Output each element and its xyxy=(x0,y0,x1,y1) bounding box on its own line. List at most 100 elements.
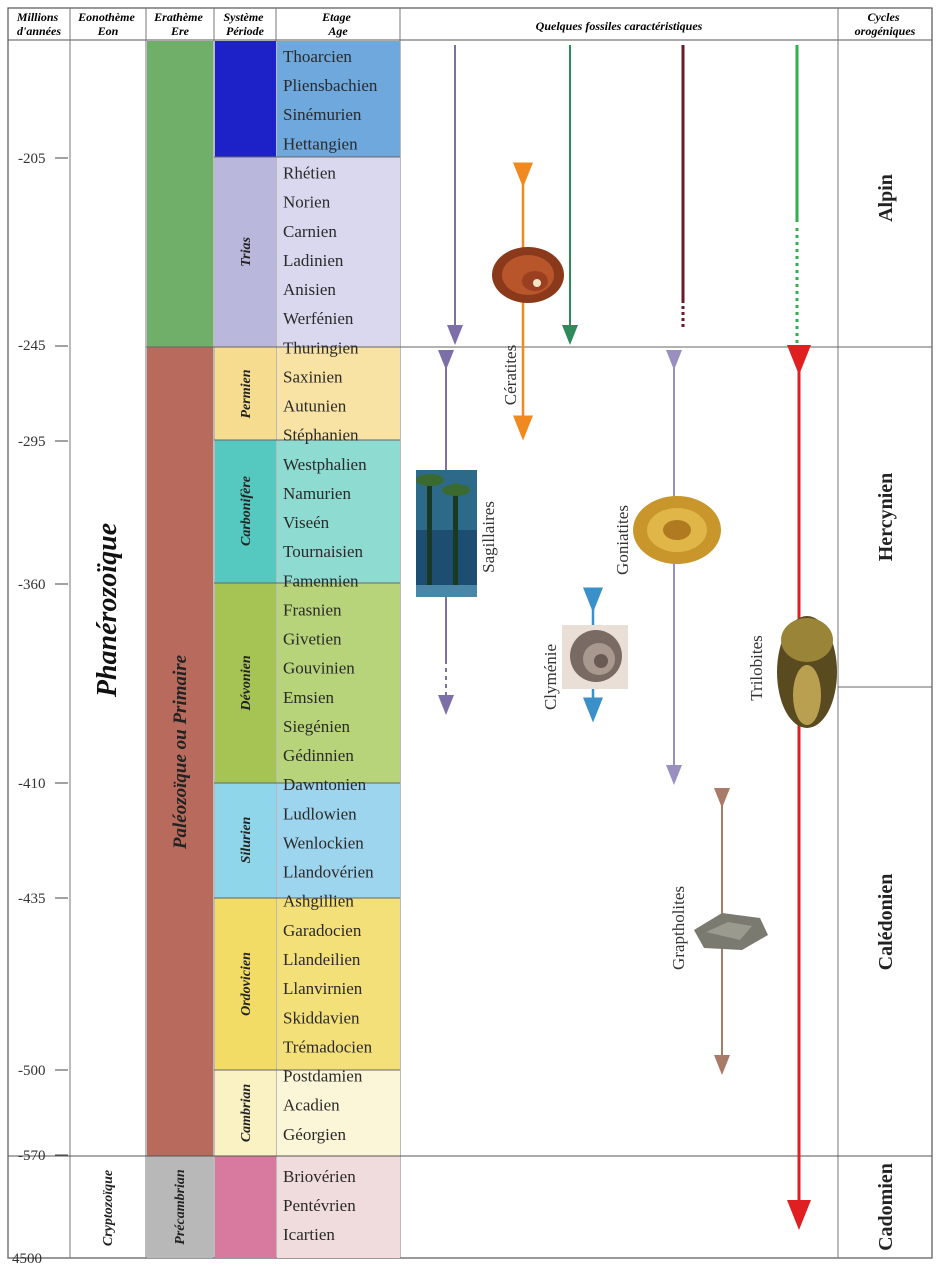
cycle-caledonien-label: Calédonien xyxy=(875,874,897,971)
tick: -245 xyxy=(18,338,46,354)
tick: -360 xyxy=(18,577,46,593)
tick: -435 xyxy=(18,891,46,907)
stage-list: Thoarcien Pliensbachien Sinémurien Hettangi… xyxy=(283,47,378,1244)
period-devonien xyxy=(215,583,276,783)
fossil-graptholites-label: Graptholites xyxy=(669,886,688,970)
stage-name: Siegénien xyxy=(283,717,351,736)
tick: -570 xyxy=(18,1148,46,1164)
fossil-ceratites-label: Cératites xyxy=(501,345,520,405)
stage-name: Anisien xyxy=(283,280,336,299)
era-paleozoic xyxy=(147,347,213,1156)
tick: -295 xyxy=(18,434,46,450)
stage-name: Westphalien xyxy=(283,455,367,474)
stage-name: Llanvirnien xyxy=(283,979,363,998)
stage-name: Saxinien xyxy=(283,367,343,386)
period-trias xyxy=(215,157,276,347)
stage-name: Viseén xyxy=(283,513,330,532)
stage-name: Emsien xyxy=(283,688,334,707)
stage-name: Autunien xyxy=(283,397,347,416)
stage-name: Rhétien xyxy=(283,164,336,183)
header-millions-l1: Millions xyxy=(16,10,59,24)
era-precambrian xyxy=(147,1156,213,1258)
header-eratheme: Erathème Ere xyxy=(153,10,206,38)
trilobites-image xyxy=(777,616,837,728)
header-eonotheme-l2: Eon xyxy=(97,24,119,38)
stage-name: Stéphanien xyxy=(283,426,359,445)
stage-name: Gédinnien xyxy=(283,746,354,765)
eon-cryptozoique-label: Cryptozoïque xyxy=(101,1170,116,1246)
stage-name: Hettangien xyxy=(283,134,358,153)
header-eratheme-l2: Ere xyxy=(170,24,190,38)
header-etage-l1: Etage xyxy=(321,10,351,24)
tick: -410 xyxy=(18,776,46,792)
stage-name: Gouvinien xyxy=(283,659,355,678)
time-axis: -205 -245 -295 -360 -410 -435 -500 -570 … xyxy=(12,151,68,1267)
stage-bg-jurassic xyxy=(277,41,400,157)
period-ordovicien xyxy=(215,898,276,1070)
stage-name: Garadocien xyxy=(283,921,362,940)
header-fossiles: Quelques fossiles caractéristiques xyxy=(536,19,703,33)
header-systeme-l1: Système xyxy=(224,10,265,24)
stage-name: Wenlockien xyxy=(283,834,364,853)
period-devonien-label: Dévonien xyxy=(239,655,254,711)
stage-name: Ludlowien xyxy=(283,804,357,823)
stage-name: Namurien xyxy=(283,484,351,503)
stage-bg-cambrian xyxy=(277,1070,400,1156)
header-cycles-l2: orogéniques xyxy=(855,24,916,38)
stage-name: Famennien xyxy=(283,571,359,590)
header-systeme: Système Période xyxy=(224,10,267,38)
period-silurien xyxy=(215,783,276,898)
stage-name: Pentévrien xyxy=(283,1196,356,1215)
period-permien xyxy=(215,347,276,440)
tick: 4500 xyxy=(12,1251,42,1267)
header-cycles-l1: Cycles xyxy=(868,10,900,24)
header-systeme-l2: Période xyxy=(226,24,265,38)
ceratites-image xyxy=(492,247,564,303)
stage-name: Ladinien xyxy=(283,251,344,270)
fossil-goniatites-label: Goniatites xyxy=(613,505,632,575)
period-silurien-label: Silurien xyxy=(239,816,254,863)
stage-name: Sinémurien xyxy=(283,105,362,124)
cycle-alpin-label: Alpin xyxy=(875,174,897,222)
period-jurassic xyxy=(215,41,276,157)
stage-name: Llandeilien xyxy=(283,950,361,969)
stage-name: Frasnien xyxy=(283,600,342,619)
fossil-trilobites-label: Trilobites xyxy=(747,635,766,701)
period-cambrian-label: Cambrian xyxy=(239,1084,254,1143)
stage-name: Ashgillien xyxy=(283,892,354,911)
header-etage-l2: Age xyxy=(327,24,348,38)
stage-name: Norien xyxy=(283,193,331,212)
tick: -205 xyxy=(18,151,46,167)
period-carbonifere xyxy=(215,440,276,583)
clymenie-image xyxy=(562,625,628,689)
header-millions-l2: d'années xyxy=(17,24,61,38)
stage-name: Skiddavien xyxy=(283,1008,360,1027)
era-paleozoique-label: Paléozoïque ou Primaire xyxy=(170,654,191,850)
stage-bg-silurien xyxy=(277,783,400,898)
period-trias-label: Trias xyxy=(239,237,254,267)
stage-name: Icartien xyxy=(283,1225,335,1244)
period-cambrian xyxy=(215,1070,276,1156)
header-eonotheme: Eonothème Eon xyxy=(77,10,138,38)
fossil-clymenie-label: Clyménie xyxy=(541,644,560,710)
stage-name: Llandovérien xyxy=(283,863,374,882)
period-carbonifere-label: Carbonifère xyxy=(239,476,254,546)
header-millions: Millions d'années xyxy=(16,10,62,38)
stage-name: Givetien xyxy=(283,630,342,649)
stage-bg-precambrian xyxy=(277,1156,400,1258)
stage-name: Pliensbachien xyxy=(283,76,378,95)
stage-name: Werfénien xyxy=(283,309,354,328)
stage-bg-permien xyxy=(277,347,400,440)
period-ordovicien-label: Ordovicien xyxy=(239,952,254,1016)
stage-name: Géorgien xyxy=(283,1125,346,1144)
table-frame xyxy=(7,7,933,1259)
header-eonotheme-l1: Eonothème xyxy=(77,10,135,24)
stage-name: Thoarcien xyxy=(283,47,352,66)
header-cycles: Cycles orogéniques xyxy=(855,10,916,38)
stage-bg-carbonifere xyxy=(277,440,400,583)
stage-name: Briovérien xyxy=(283,1167,356,1186)
stage-bg-trias xyxy=(277,157,400,347)
eon-phanerozoique-label: Phanérozoïque xyxy=(92,523,123,698)
graptholites-image xyxy=(694,913,768,950)
